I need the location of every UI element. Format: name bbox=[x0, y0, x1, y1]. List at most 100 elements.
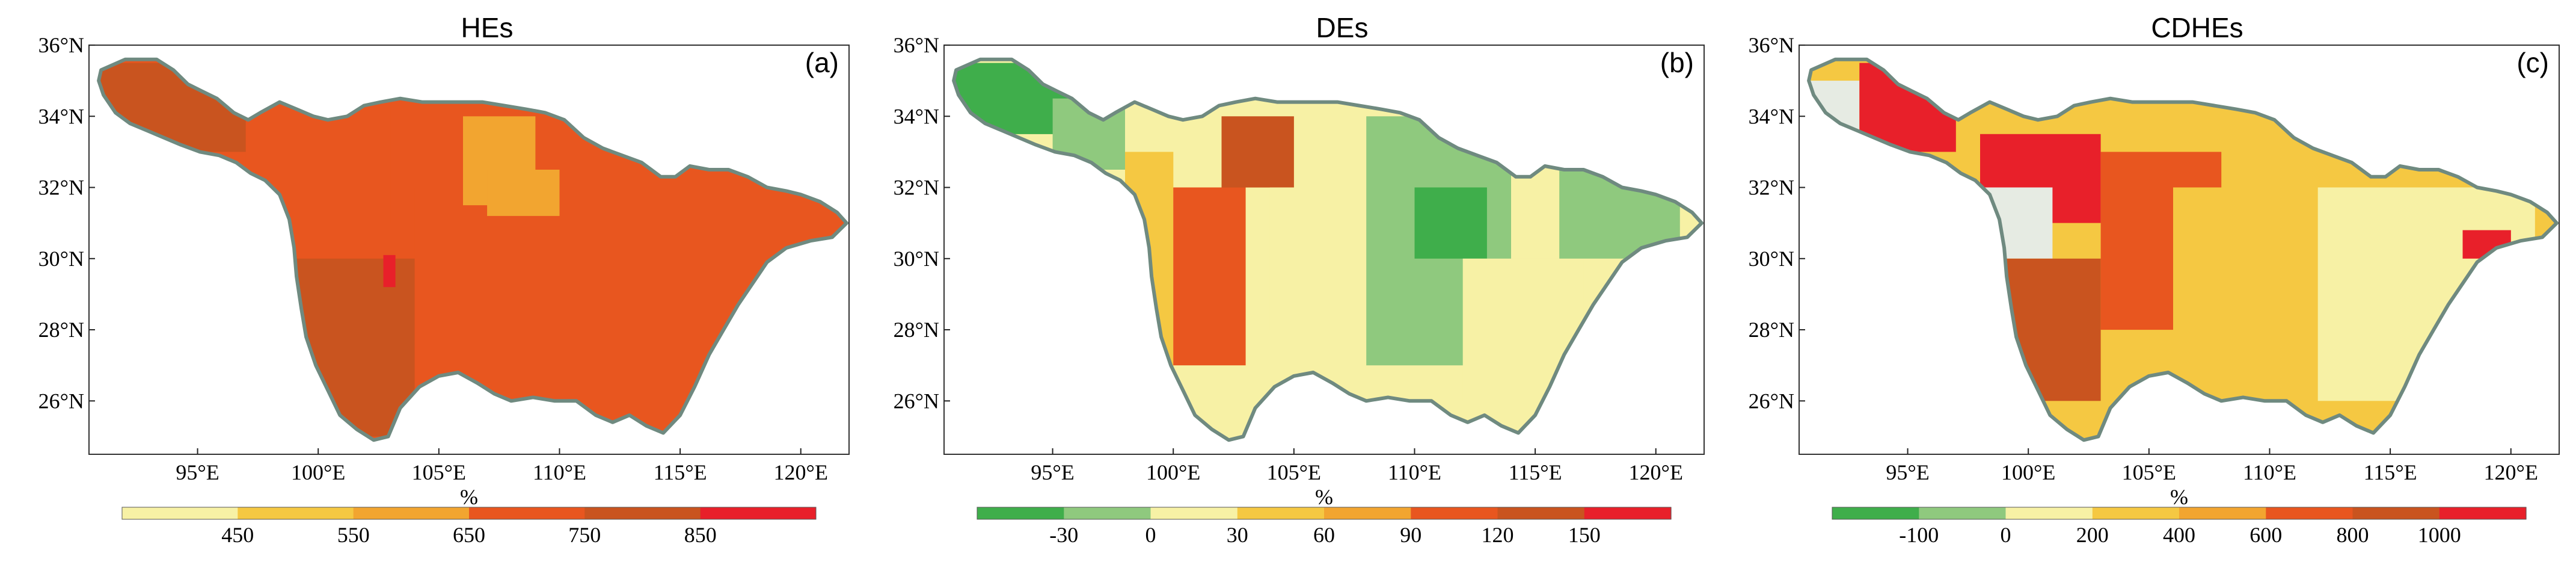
y-tick-label: 30°N bbox=[1749, 247, 1794, 271]
colorbar-segment bbox=[469, 507, 585, 519]
colorbar-segment bbox=[700, 507, 817, 519]
x-tick-label: 100°E bbox=[291, 460, 345, 484]
map-zone bbox=[1462, 258, 1584, 401]
map-zone bbox=[1221, 116, 1294, 188]
x-tick-label: 120°E bbox=[1629, 460, 1683, 484]
y-tick-label: 34°N bbox=[1749, 104, 1794, 128]
y-tick-label: 26°N bbox=[1749, 389, 1794, 413]
x-tick-label: 95°E bbox=[176, 460, 219, 484]
plot-frame bbox=[1799, 45, 2560, 455]
map-zone bbox=[414, 187, 560, 401]
colorbar-label: 200 bbox=[2076, 523, 2109, 547]
colorbar-segment bbox=[1411, 507, 1498, 519]
plot-frame bbox=[88, 45, 850, 455]
colorbar: 450 550 650 750 850 bbox=[121, 507, 817, 547]
panel-hes: HEs (a) 95°E 100°E 105°E 110°E 115°E 120°E 36… bbox=[38, 12, 850, 547]
x-tick-label: 110°E bbox=[1388, 460, 1441, 484]
map-zone bbox=[1559, 170, 1680, 259]
map-zone bbox=[383, 255, 396, 288]
colorbar-segment bbox=[2092, 507, 2180, 519]
panel-label: (c) bbox=[2516, 47, 2549, 78]
y-tick-label: 36°N bbox=[1749, 33, 1794, 57]
y-tick-label: 28°N bbox=[894, 318, 939, 342]
colorbar-segment bbox=[1497, 507, 1585, 519]
y-tick-label: 28°N bbox=[1749, 318, 1794, 342]
colorbar-label: 600 bbox=[2249, 523, 2282, 547]
x-axis: 95°E 100°E 105°E 110°E 115°E 120°E bbox=[1886, 448, 2538, 484]
colorbar-label: 800 bbox=[2337, 523, 2369, 547]
x-tick-label: 120°E bbox=[774, 460, 828, 484]
y-tick-label: 32°N bbox=[38, 176, 84, 200]
colorbar-unit: % bbox=[1315, 485, 1333, 509]
colorbar-label: 1000 bbox=[2418, 523, 2461, 547]
panel-label: (b) bbox=[1660, 47, 1694, 78]
x-tick-label: 115°E bbox=[654, 460, 707, 484]
colorbar-border bbox=[121, 507, 817, 520]
y-axis: 36°N 34°N 32°N 30°N 28°N 26°N bbox=[894, 33, 950, 413]
colorbar-border bbox=[977, 507, 1672, 520]
panel-title: HEs bbox=[461, 12, 514, 43]
x-tick-label: 105°E bbox=[412, 460, 466, 484]
colorbar-segment bbox=[2266, 507, 2354, 519]
colorbar-label: 400 bbox=[2163, 523, 2195, 547]
colorbar-label: -30 bbox=[1049, 523, 1078, 547]
x-tick-label: 100°E bbox=[1146, 460, 1200, 484]
basin-outline bbox=[952, 57, 1704, 442]
colorbar-segment bbox=[1064, 507, 1152, 519]
map-zone bbox=[1173, 187, 1246, 366]
x-axis: 95°E 100°E 105°E 110°E 115°E 120°E bbox=[1031, 448, 1683, 484]
colorbar-segment bbox=[2179, 507, 2266, 519]
colorbar-label: -100 bbox=[1899, 523, 1939, 547]
colorbar-segment bbox=[1832, 507, 1919, 519]
panel-des: DEs (b) 95°E 100°E 105°E 110°E 115°E 120°E 36… bbox=[894, 12, 1705, 547]
plot-frame bbox=[943, 45, 1705, 455]
basin-boundary bbox=[1807, 57, 2559, 442]
colorbar-label: 550 bbox=[337, 523, 370, 547]
y-tick-label: 28°N bbox=[38, 318, 84, 342]
map-zone bbox=[294, 258, 415, 437]
colorbar-unit: % bbox=[2170, 485, 2188, 509]
colorbar-label: 850 bbox=[684, 523, 717, 547]
map-zone bbox=[1269, 187, 1367, 330]
colorbar-label: 150 bbox=[1568, 523, 1601, 547]
y-tick-label: 26°N bbox=[894, 389, 939, 413]
colorbar-border bbox=[1832, 507, 2527, 520]
x-tick-label: 120°E bbox=[2484, 460, 2538, 484]
colorbar-segment bbox=[2352, 507, 2440, 519]
panel-label: (a) bbox=[805, 47, 839, 78]
colorbar-unit: % bbox=[460, 485, 478, 509]
x-tick-label: 95°E bbox=[1886, 460, 1929, 484]
colorbar-label: 90 bbox=[1400, 523, 1421, 547]
y-tick-label: 30°N bbox=[38, 247, 84, 271]
colorbar-segment bbox=[977, 507, 1064, 519]
x-axis: 95°E 100°E 105°E 110°E 115°E 120°E bbox=[176, 448, 828, 484]
colorbar-segment bbox=[353, 507, 470, 519]
y-tick-label: 34°N bbox=[38, 104, 84, 128]
colorbar-label: 450 bbox=[221, 523, 254, 547]
panel-title: DEs bbox=[1316, 12, 1369, 43]
map-zone bbox=[2004, 258, 2101, 401]
y-tick-label: 30°N bbox=[894, 247, 939, 271]
colorbar-segment bbox=[2005, 507, 2093, 519]
basin-outline bbox=[97, 57, 848, 442]
map-zone bbox=[2317, 187, 2535, 401]
map-zone bbox=[1125, 152, 1174, 401]
colorbar-segment bbox=[1584, 507, 1672, 519]
map-fill bbox=[954, 59, 1702, 440]
colorbar-label: 650 bbox=[453, 523, 485, 547]
basin-boundary bbox=[952, 57, 1704, 442]
x-tick-label: 115°E bbox=[2364, 460, 2417, 484]
map-zone bbox=[487, 170, 560, 216]
colorbar-label: 0 bbox=[2001, 523, 2011, 547]
colorbar-segment bbox=[122, 507, 238, 519]
colorbar-label: 750 bbox=[568, 523, 601, 547]
x-tick-label: 105°E bbox=[1267, 460, 1321, 484]
y-tick-label: 36°N bbox=[38, 33, 84, 57]
y-axis: 36°N 34°N 32°N 30°N 28°N 26°N bbox=[1749, 33, 1805, 413]
colorbar-segment bbox=[584, 507, 701, 519]
x-tick-label: 95°E bbox=[1031, 460, 1074, 484]
x-tick-label: 105°E bbox=[2122, 460, 2176, 484]
basin-boundary bbox=[97, 57, 848, 442]
colorbar: -100 0 200 400 600 800 1000 bbox=[1832, 507, 2527, 547]
